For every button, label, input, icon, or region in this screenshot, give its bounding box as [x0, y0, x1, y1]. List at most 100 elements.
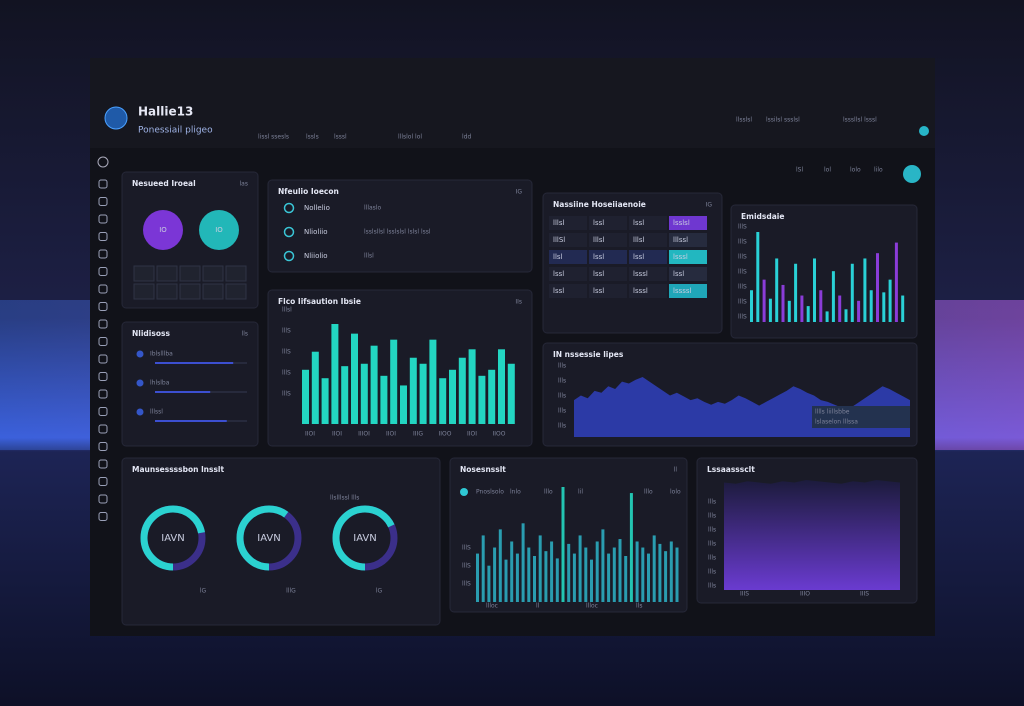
- x-label: IIOI: [386, 431, 396, 438]
- side-icon[interactable]: [98, 494, 108, 504]
- bar: [635, 541, 639, 602]
- bar: [756, 232, 760, 322]
- panel-title: Nlidisoss: [132, 329, 170, 338]
- nav-item: ldd: [462, 134, 471, 141]
- bar: [538, 535, 542, 602]
- grid-cell: [133, 265, 155, 282]
- y-label: llls: [708, 569, 716, 576]
- bar: [838, 295, 842, 322]
- panel-title: Lssaasssclt: [707, 465, 755, 474]
- x-label: lls: [636, 603, 642, 610]
- bar: [894, 242, 898, 322]
- bar: [521, 523, 525, 602]
- row-label: lil: [578, 489, 583, 496]
- side-icon[interactable]: [98, 249, 108, 259]
- avatar[interactable]: [919, 126, 929, 136]
- table-text: lssl: [633, 219, 644, 227]
- bar: [869, 290, 873, 322]
- y-label: llls: [708, 513, 716, 520]
- x-label: IIIO: [800, 591, 810, 598]
- bar: [882, 292, 886, 322]
- y-label: lllS: [282, 349, 291, 356]
- panel-title: Emidsdaie: [741, 212, 784, 221]
- logo: [104, 106, 128, 130]
- table-text: lssl: [593, 270, 604, 278]
- side-icon[interactable]: [98, 319, 108, 329]
- side-icon[interactable]: [98, 197, 108, 206]
- y-label: llls: [708, 583, 716, 590]
- side-icon[interactable]: [98, 424, 108, 434]
- bar: [321, 378, 329, 424]
- y-label: lllS: [462, 581, 471, 588]
- table-cell: [589, 284, 627, 298]
- side-icon[interactable]: [98, 459, 108, 469]
- y-label: lllS: [738, 314, 747, 321]
- side-icon[interactable]: [98, 477, 108, 486]
- side-icon[interactable]: [98, 179, 108, 189]
- bar: [498, 529, 502, 602]
- bar: [647, 553, 650, 602]
- donut-caption: lG: [200, 588, 207, 595]
- bar: [331, 324, 339, 424]
- table-text: lssl: [593, 219, 604, 227]
- row-label: lolo: [670, 489, 681, 496]
- bar: [390, 339, 398, 424]
- side-icon[interactable]: [98, 337, 108, 346]
- progress-fill: [155, 420, 227, 422]
- bar: [595, 541, 599, 602]
- side-icon[interactable]: [98, 232, 108, 241]
- bar: [641, 547, 645, 602]
- table-cell: [549, 284, 587, 298]
- y-label: lllsl: [282, 307, 292, 314]
- legend-item: lllls liillsbbe: [815, 409, 850, 416]
- row-label: lllo: [644, 489, 653, 496]
- list-label: Nliiolio: [304, 252, 328, 260]
- side-icon[interactable]: [98, 354, 108, 364]
- x-label: IIOO: [493, 431, 506, 438]
- table-text: lsssl: [633, 287, 648, 295]
- panel: [121, 457, 441, 626]
- y-label: llls: [558, 393, 566, 400]
- bar: [612, 547, 616, 602]
- side-icon[interactable]: [98, 267, 108, 276]
- bar: [831, 271, 835, 322]
- bar: [572, 553, 576, 602]
- side-icon[interactable]: [98, 372, 108, 381]
- progress-fill: [155, 391, 211, 393]
- side-icon[interactable]: [98, 389, 108, 399]
- side-icon[interactable]: [98, 214, 108, 224]
- bar: [439, 378, 447, 424]
- bar: [762, 279, 766, 322]
- table-cell: [629, 284, 667, 298]
- status-circle: [199, 210, 239, 250]
- bar: [901, 295, 905, 322]
- list-value: lllaslo: [364, 205, 381, 212]
- side-icon[interactable]: [98, 284, 108, 294]
- panel-badge: ll: [674, 467, 678, 474]
- side-icon[interactable]: [98, 302, 108, 311]
- side-icon[interactable]: [98, 512, 108, 521]
- side-icon[interactable]: [97, 156, 109, 168]
- toolbar-avatar[interactable]: [903, 165, 921, 183]
- area: [724, 480, 900, 590]
- list-label: Nollelio: [304, 204, 330, 212]
- y-label: lllS: [738, 224, 747, 231]
- y-label: lllS: [462, 563, 471, 570]
- bar: [601, 529, 605, 602]
- app-subtitle: Ponessiail pligeo: [138, 126, 213, 136]
- side-icon[interactable]: [98, 442, 108, 451]
- bar: [787, 300, 791, 322]
- side-icon[interactable]: [98, 407, 108, 416]
- list-value: lllsl: [364, 253, 374, 260]
- panel-badge: IIs: [515, 299, 522, 306]
- x-label: IIIOI: [358, 431, 370, 438]
- bar: [510, 541, 514, 602]
- bar: [351, 333, 358, 424]
- table-cell: [669, 250, 707, 264]
- table-text: lllssl: [673, 236, 688, 244]
- table-cell: [669, 233, 707, 247]
- table-cell: [629, 250, 667, 264]
- bar: [507, 363, 515, 424]
- progress-icon: [136, 350, 144, 358]
